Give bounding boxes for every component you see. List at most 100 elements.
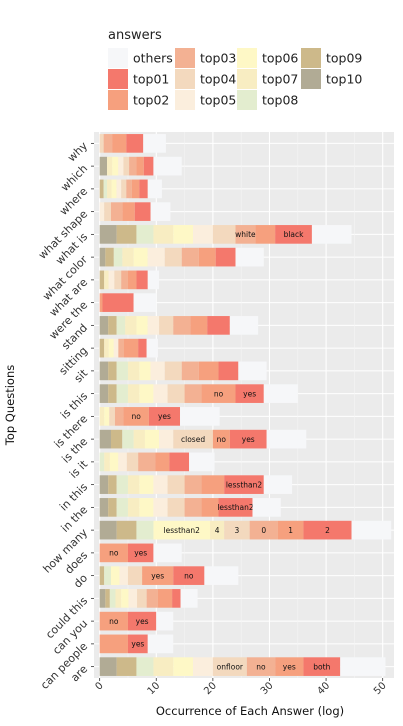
bar-segment-top06: [112, 156, 119, 176]
bar-segment-others: [252, 498, 281, 517]
bar-segment-top05: [153, 384, 168, 403]
bar-row: no yes: [99, 611, 174, 631]
bar-segment-top07: [104, 452, 110, 472]
segment-label: 1: [288, 526, 293, 535]
segment-label: yes: [136, 617, 149, 626]
bar-segment-top05: [113, 338, 119, 358]
bar-row: [99, 293, 157, 312]
y-tick-label: is this: [58, 389, 90, 421]
bar-segment-top04: [167, 498, 185, 517]
bar-segment-top08: [109, 589, 116, 608]
y-tick-label: do: [71, 571, 90, 590]
bar-segment-others: [147, 270, 160, 290]
bar-segment-top05: [99, 202, 105, 221]
bar-segment-top05: [147, 316, 160, 335]
bar-row: [99, 338, 158, 358]
bar-segment-top07: [104, 270, 109, 290]
bar-segment-top03: [121, 270, 128, 290]
x-tick-label: 50: [372, 680, 389, 697]
bar-segment-top10: [99, 384, 109, 403]
bar-segment-top02: [201, 384, 236, 403]
legend-swatch-top03: [175, 48, 195, 68]
bar-segment-top07: [133, 429, 145, 449]
bar-segment-top09: [105, 247, 114, 267]
bar-segment-top10: [99, 498, 109, 517]
bar-segment-top03: [249, 520, 278, 540]
bar-segment-top07: [125, 316, 137, 335]
bar-segment-top07: [127, 384, 140, 403]
bar-segment-top07: [99, 407, 105, 426]
bar-segment-top04: [126, 452, 139, 472]
bar-segment-top10: [99, 589, 106, 608]
legend-swatch-top10: [301, 69, 321, 89]
bar-segment-top02: [99, 293, 103, 312]
bar-row: lessthan2: [99, 475, 293, 494]
legend-label-top07: top07: [262, 72, 298, 87]
bar-segment-top08: [113, 247, 123, 267]
bar-segment-top09: [108, 475, 117, 494]
y-tick-label: why: [65, 139, 90, 164]
bar-segment-top06: [139, 475, 154, 494]
bar-segment-top09: [116, 520, 137, 540]
bar-segment-top05: [116, 179, 122, 199]
segment-label: closed: [181, 435, 205, 444]
bar-segment-top09: [108, 361, 117, 381]
bar-segment-top01: [127, 634, 148, 654]
bar-segment-others: [153, 543, 182, 563]
bar-row: [99, 247, 264, 267]
segment-label: 4: [215, 526, 220, 535]
bar-segment-top08: [116, 384, 128, 403]
bar-segment-top06: [109, 452, 119, 472]
bar-segment-top03: [184, 384, 202, 403]
bar-segment-top03: [118, 338, 124, 358]
bar-segment-top07: [115, 589, 122, 608]
legend-label-top09: top09: [326, 51, 362, 66]
bar-segment-top08: [104, 566, 111, 585]
bar-row: [99, 452, 215, 472]
bar-segment-top05: [159, 429, 174, 449]
bars: white black no yes no yes closed no yes lessthan2…: [99, 134, 392, 676]
bar-segment-top01: [172, 589, 181, 608]
bar-row: yes no: [99, 566, 239, 585]
bar-segment-top05: [118, 452, 127, 472]
bar-segment-top03: [181, 247, 199, 267]
bar-segment-top08: [99, 452, 105, 472]
legend-swatch-top04: [175, 69, 195, 89]
bar-segment-top05: [128, 589, 138, 608]
legend-swatch-top07: [237, 69, 257, 89]
bar-segment-top10: [99, 429, 111, 449]
bar-segment-top07: [153, 225, 174, 244]
segment-label: yes: [243, 389, 256, 398]
y-axis-title: Top Questions: [3, 365, 17, 447]
bar-segment-top07: [210, 520, 225, 540]
segment-label: white: [235, 230, 256, 239]
bar-segment-top04: [121, 179, 127, 199]
bar-segment-others: [156, 611, 174, 631]
bar-segment-top06: [133, 247, 148, 267]
bar-segment-top05: [153, 475, 168, 494]
bar-segment-top02: [201, 498, 219, 517]
bar-segment-others: [180, 407, 220, 426]
bar-segment-top05: [119, 566, 128, 585]
legend-label-top02: top02: [133, 93, 169, 108]
bar-segment-top06: [110, 566, 120, 585]
bar-segment-top02: [212, 429, 230, 449]
bar-segment-top05: [193, 657, 213, 676]
legend-label-top08: top08: [262, 93, 298, 108]
bar-segment-top01: [207, 316, 230, 335]
bar-segment-top07: [153, 657, 174, 676]
bar-segment-top08: [116, 361, 128, 381]
bar-segment-top04: [123, 156, 130, 176]
bar-segment-top04: [99, 134, 104, 153]
bar-row: onfloor no yes both: [99, 657, 386, 676]
bar-row: white black: [99, 225, 352, 244]
legend-label-top03: top03: [200, 51, 236, 66]
bar-segment-top08: [122, 429, 134, 449]
segment-label: 2: [325, 526, 330, 535]
bar-segment-top08: [136, 520, 154, 540]
bar-segment-top08: [136, 657, 154, 676]
bar-segment-top01: [127, 611, 157, 631]
bar-segment-top01: [215, 247, 236, 267]
bar-row: [99, 134, 166, 153]
